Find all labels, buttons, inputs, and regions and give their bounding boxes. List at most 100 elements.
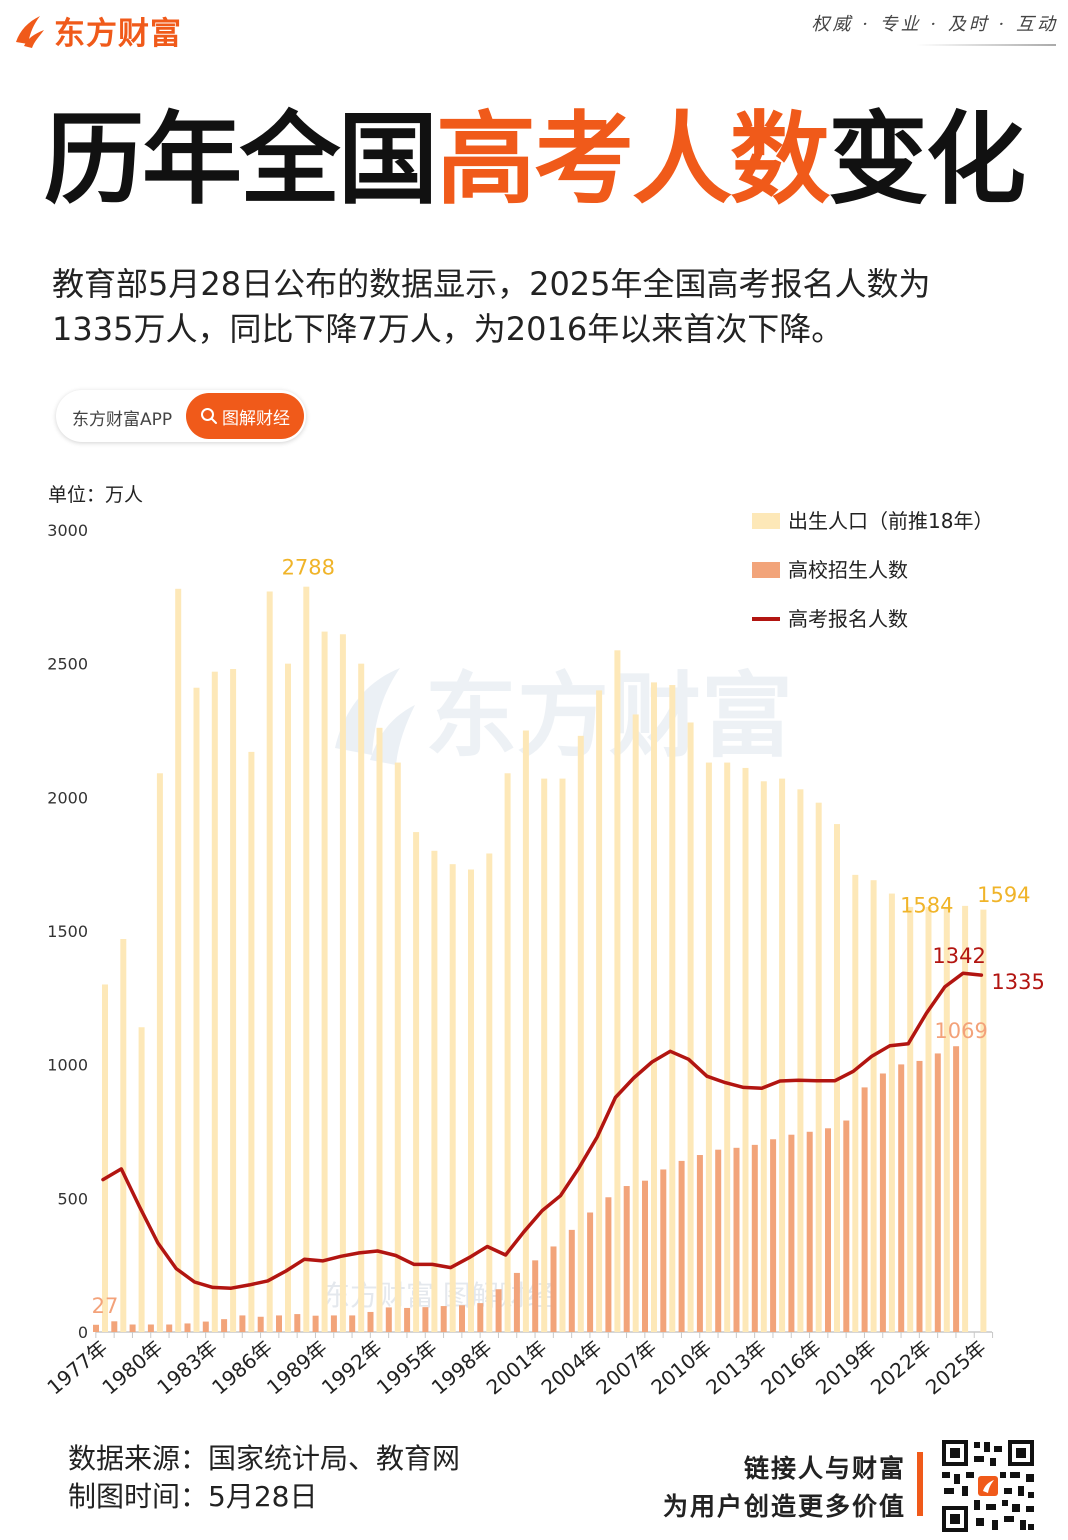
birth-bar — [303, 586, 310, 1332]
enroll-bar — [349, 1315, 356, 1332]
enroll-bar — [788, 1134, 795, 1332]
enroll-bar — [147, 1324, 154, 1332]
tagline-1: 链接人与财富 — [743, 1454, 906, 1483]
app-pill[interactable]: 东方财富APP 图解财经 — [56, 390, 306, 442]
watermark-big: 东方财富 — [425, 663, 793, 770]
watermark-flame-icon — [335, 668, 415, 765]
source-text: 数据来源：国家统计局、教育网 — [68, 1442, 461, 1475]
watermark-small: 东方财富 图解财经 — [322, 1279, 555, 1312]
enroll-bar — [770, 1139, 777, 1332]
enroll-bar — [330, 1315, 337, 1332]
enroll-bar — [184, 1323, 191, 1332]
data-label: 1069 — [934, 1019, 987, 1043]
enroll-bar — [221, 1319, 228, 1332]
enroll-bar — [550, 1246, 557, 1332]
birth-bar — [431, 850, 438, 1332]
applicants-line-group — [101, 971, 984, 1290]
date-text: 制图时间：5月28日 — [68, 1480, 318, 1513]
y-tick-label: 1500 — [47, 922, 88, 941]
x-tick-label: 1986年 — [207, 1335, 277, 1399]
enroll-bar — [495, 1289, 502, 1332]
birth-bar — [632, 714, 639, 1332]
enroll-bar — [623, 1186, 630, 1332]
birth-bar — [651, 682, 657, 1332]
birth-bar — [339, 634, 346, 1332]
enroll-bar — [806, 1131, 813, 1332]
unit-label: 单位：万人 — [48, 484, 144, 506]
birth-bar — [925, 906, 932, 1332]
enroll-bar — [916, 1060, 923, 1332]
enroll-bar — [825, 1128, 831, 1332]
birth-bar — [248, 751, 255, 1332]
brand-logo: 东方财富 — [10, 8, 182, 53]
x-tick-label: 2022年 — [866, 1335, 936, 1399]
enroll-bar — [166, 1324, 173, 1332]
enroll-bar — [642, 1180, 648, 1332]
birth-bar — [230, 669, 237, 1332]
enroll-bar — [129, 1324, 136, 1332]
enroll-bar — [934, 1053, 941, 1332]
title-part-3: 变化 — [828, 101, 1026, 218]
enroll-bars — [93, 1046, 960, 1332]
tujie-caijing-label: 图解财经 — [222, 408, 290, 429]
birth-bar — [102, 984, 108, 1332]
tujie-caijing-button[interactable]: 图解财经 — [186, 393, 304, 439]
legend-label: 高考报名人数 — [788, 607, 908, 631]
app-pill-label: 东方财富APP — [72, 410, 173, 430]
birth-bar — [980, 909, 987, 1332]
enroll-bar — [715, 1149, 722, 1332]
x-tick-label: 2010年 — [646, 1335, 716, 1399]
birth-bar — [504, 773, 511, 1332]
birth-bar — [541, 778, 548, 1332]
birth-bar — [486, 853, 493, 1332]
x-tick-label: 2019年 — [811, 1335, 881, 1399]
data-label: 2788 — [282, 556, 335, 580]
birth-bar — [596, 690, 603, 1332]
enroll-bar — [953, 1046, 960, 1332]
x-tick-label: 2001年 — [482, 1335, 552, 1399]
enroll-bar — [312, 1315, 319, 1332]
birth-bar — [175, 588, 182, 1332]
y-tick-label: 2000 — [47, 788, 88, 807]
y-tick-label: 3000 — [47, 521, 88, 540]
birth-bar — [468, 869, 474, 1332]
birth-bar — [779, 778, 786, 1332]
enroll-bar — [733, 1147, 740, 1332]
x-tick-label: 1983年 — [152, 1335, 222, 1399]
x-tick-label: 2025年 — [921, 1335, 991, 1399]
birth-bar — [870, 880, 877, 1332]
enroll-bar — [422, 1307, 429, 1332]
brand-name: 东方财富 — [54, 16, 182, 52]
data-label: 27 — [92, 1294, 119, 1318]
enroll-bar — [587, 1212, 594, 1332]
axes: 0500100015002000250030001977年1980年1983年1… — [42, 521, 994, 1399]
birth-bar — [888, 893, 895, 1332]
data-label: 1342 — [932, 944, 985, 968]
birth-bar — [669, 685, 676, 1332]
legend-birth-swatch — [752, 513, 780, 529]
birth-bar — [852, 874, 859, 1332]
qr-code-icon[interactable] — [940, 1438, 1036, 1534]
enroll-bar — [696, 1155, 703, 1332]
slogan: 权威 · 专业 · 及时 · 互动 — [811, 14, 1058, 35]
y-tick-label: 0 — [78, 1323, 88, 1342]
enroll-bar — [93, 1324, 99, 1332]
legend-enroll-swatch — [752, 562, 780, 578]
birth-bar — [522, 730, 529, 1332]
header: 东方财富 权威 · 专业 · 及时 · 互动 — [0, 0, 1068, 60]
birth-bar — [577, 735, 584, 1332]
enroll-bar — [678, 1160, 685, 1332]
birth-bar — [211, 671, 218, 1332]
birth-bar — [907, 906, 914, 1332]
y-tick-label: 500 — [57, 1189, 88, 1208]
birth-bar — [358, 663, 365, 1332]
birth-bars — [102, 586, 987, 1332]
enroll-bar — [568, 1229, 575, 1332]
birth-bar — [797, 789, 804, 1332]
description-line-2: 1335万人，同比下降7万人，为2016年以来首次下降。 — [52, 310, 844, 348]
enroll-bar — [751, 1144, 758, 1332]
birth-bar — [266, 591, 273, 1332]
enroll-bar — [532, 1260, 539, 1332]
birth-bar — [559, 778, 566, 1332]
